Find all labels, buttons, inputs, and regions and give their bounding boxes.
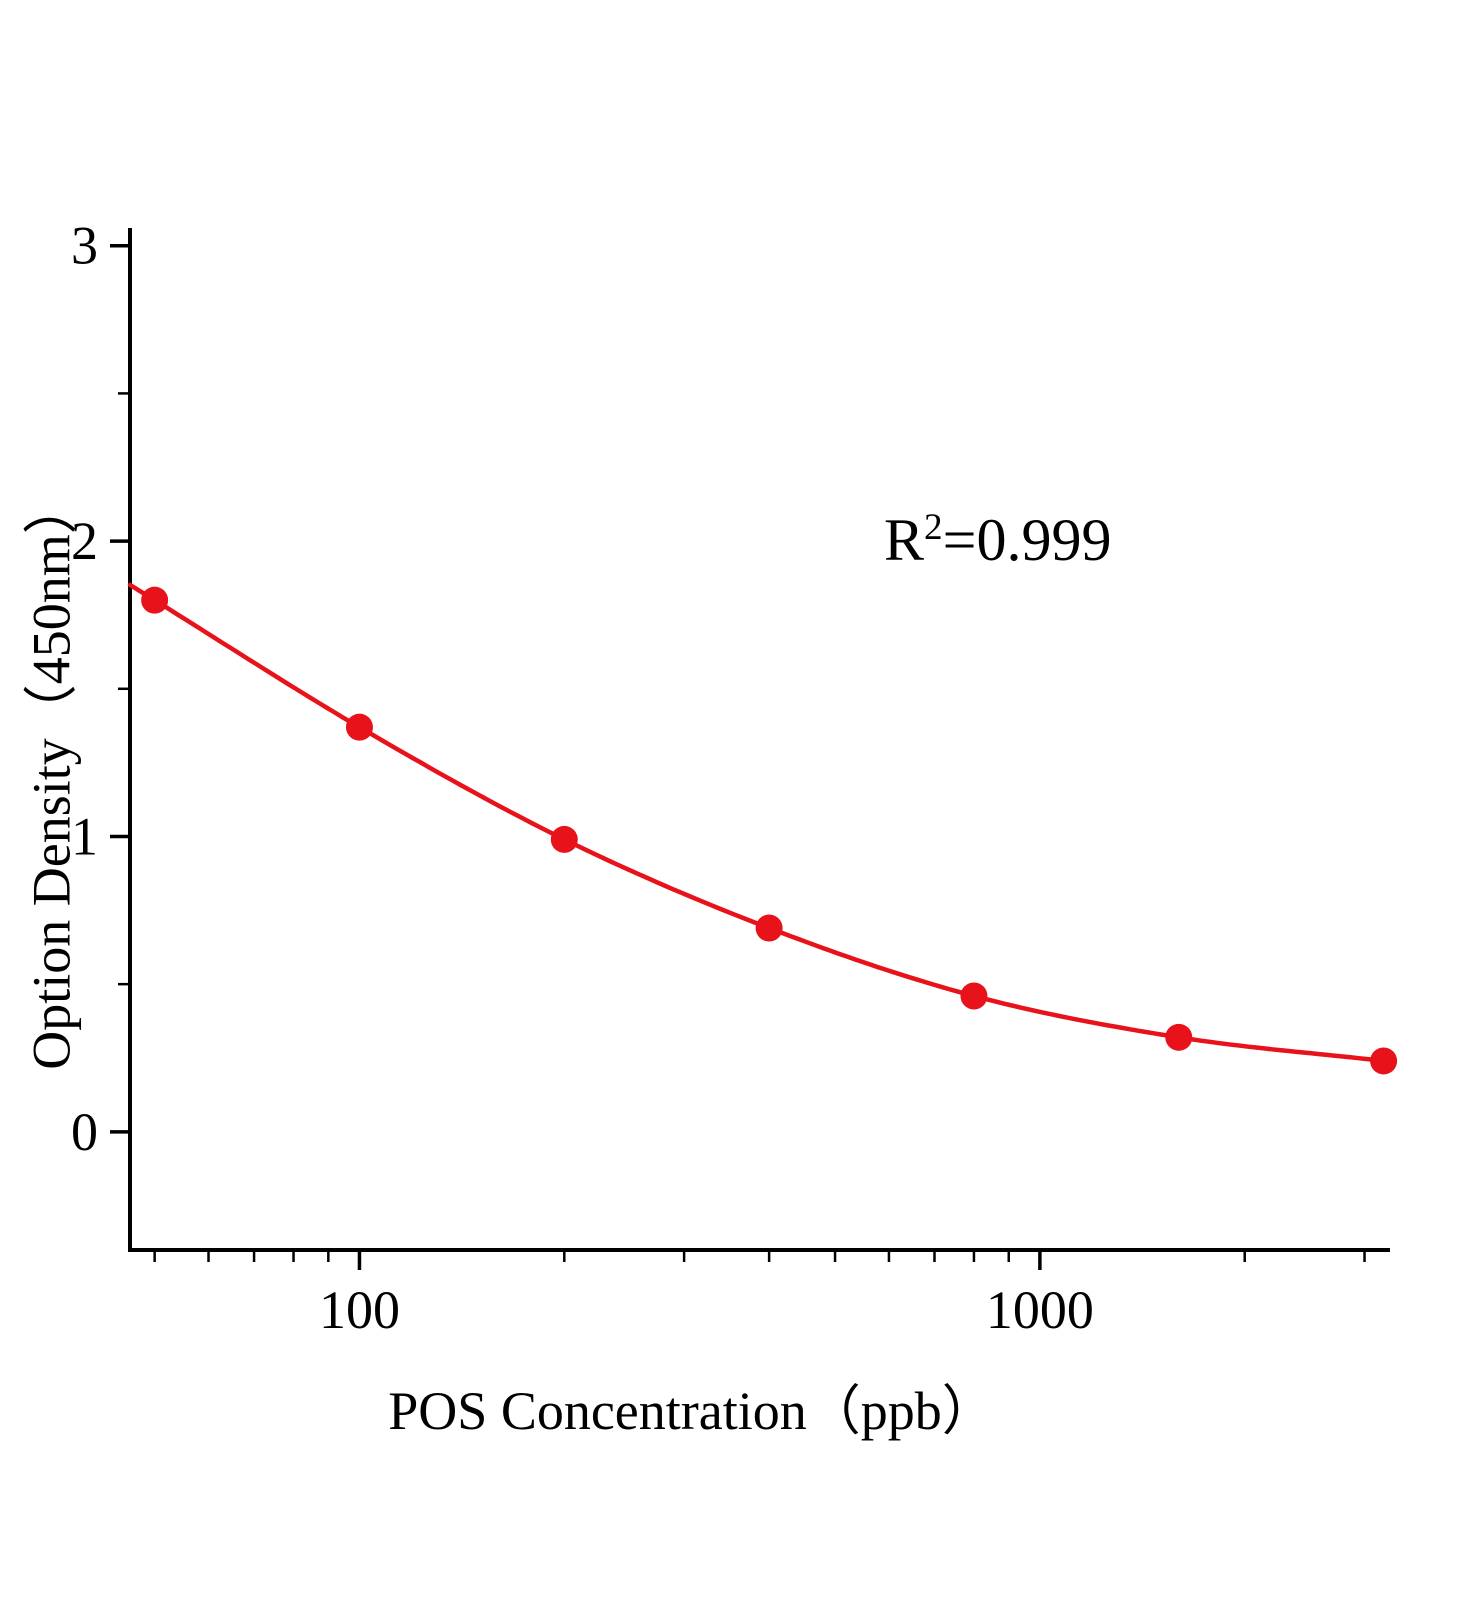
r-squared-annotation: R2=0.999 <box>884 506 1111 575</box>
data-point <box>345 713 373 741</box>
fit-curve <box>127 582 1393 1064</box>
r-squared-exponent: 2 <box>924 507 943 548</box>
data-point <box>141 586 169 614</box>
data-point <box>550 825 578 853</box>
y-tick-label: 1 <box>71 806 98 866</box>
data-point <box>1370 1047 1398 1075</box>
r-squared-value: =0.999 <box>942 507 1112 573</box>
y-tick-label: 0 <box>71 1102 98 1162</box>
data-point <box>1165 1023 1193 1051</box>
y-tick-label: 3 <box>71 216 98 276</box>
data-point <box>755 914 783 942</box>
data-point <box>960 982 988 1010</box>
y-axis-title: Option Density（450nm） <box>21 480 82 1070</box>
x-axis-title: POS Concentration（ppb） <box>388 1381 996 1441</box>
r-squared-base: R <box>884 507 925 573</box>
x-tick-label: 100 <box>319 1280 400 1340</box>
axes-frame <box>128 228 1390 1252</box>
y-tick-label: 2 <box>71 511 98 571</box>
x-tick-label: 1000 <box>986 1280 1094 1340</box>
